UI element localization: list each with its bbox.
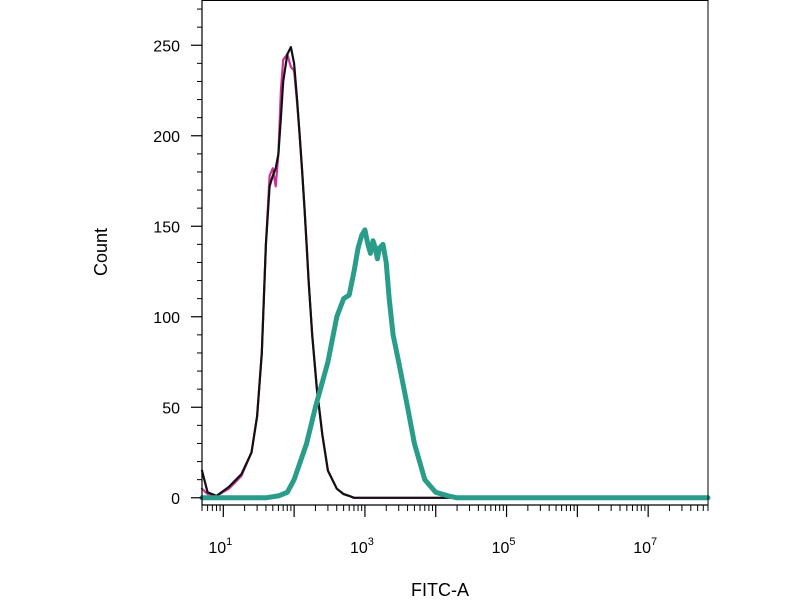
x-axis-title: FITC-A	[411, 580, 469, 600]
series-layer	[199, 45, 711, 501]
y-tick-label: 0	[171, 491, 180, 508]
y-tick-label: 250	[153, 38, 180, 55]
y-tick-label: 200	[153, 129, 180, 146]
y-ticks: 0 50 100 150 200 250	[153, 8, 202, 508]
y-tick-label: 50	[162, 400, 180, 417]
series-line-3	[199, 227, 711, 501]
x-tick-label: 103	[350, 536, 374, 557]
series-line-1	[200, 53, 710, 499]
y-tick-label: 150	[153, 219, 180, 236]
x-tick-label: 107	[633, 536, 657, 557]
x-tick-label: 101	[208, 536, 232, 557]
x-ticks: 101 103 105 107	[201, 505, 709, 557]
y-axis-title: Count	[91, 228, 111, 276]
x-tick-label: 105	[492, 536, 516, 557]
y-tick-label: 100	[153, 310, 180, 327]
series-line-2	[200, 45, 710, 499]
